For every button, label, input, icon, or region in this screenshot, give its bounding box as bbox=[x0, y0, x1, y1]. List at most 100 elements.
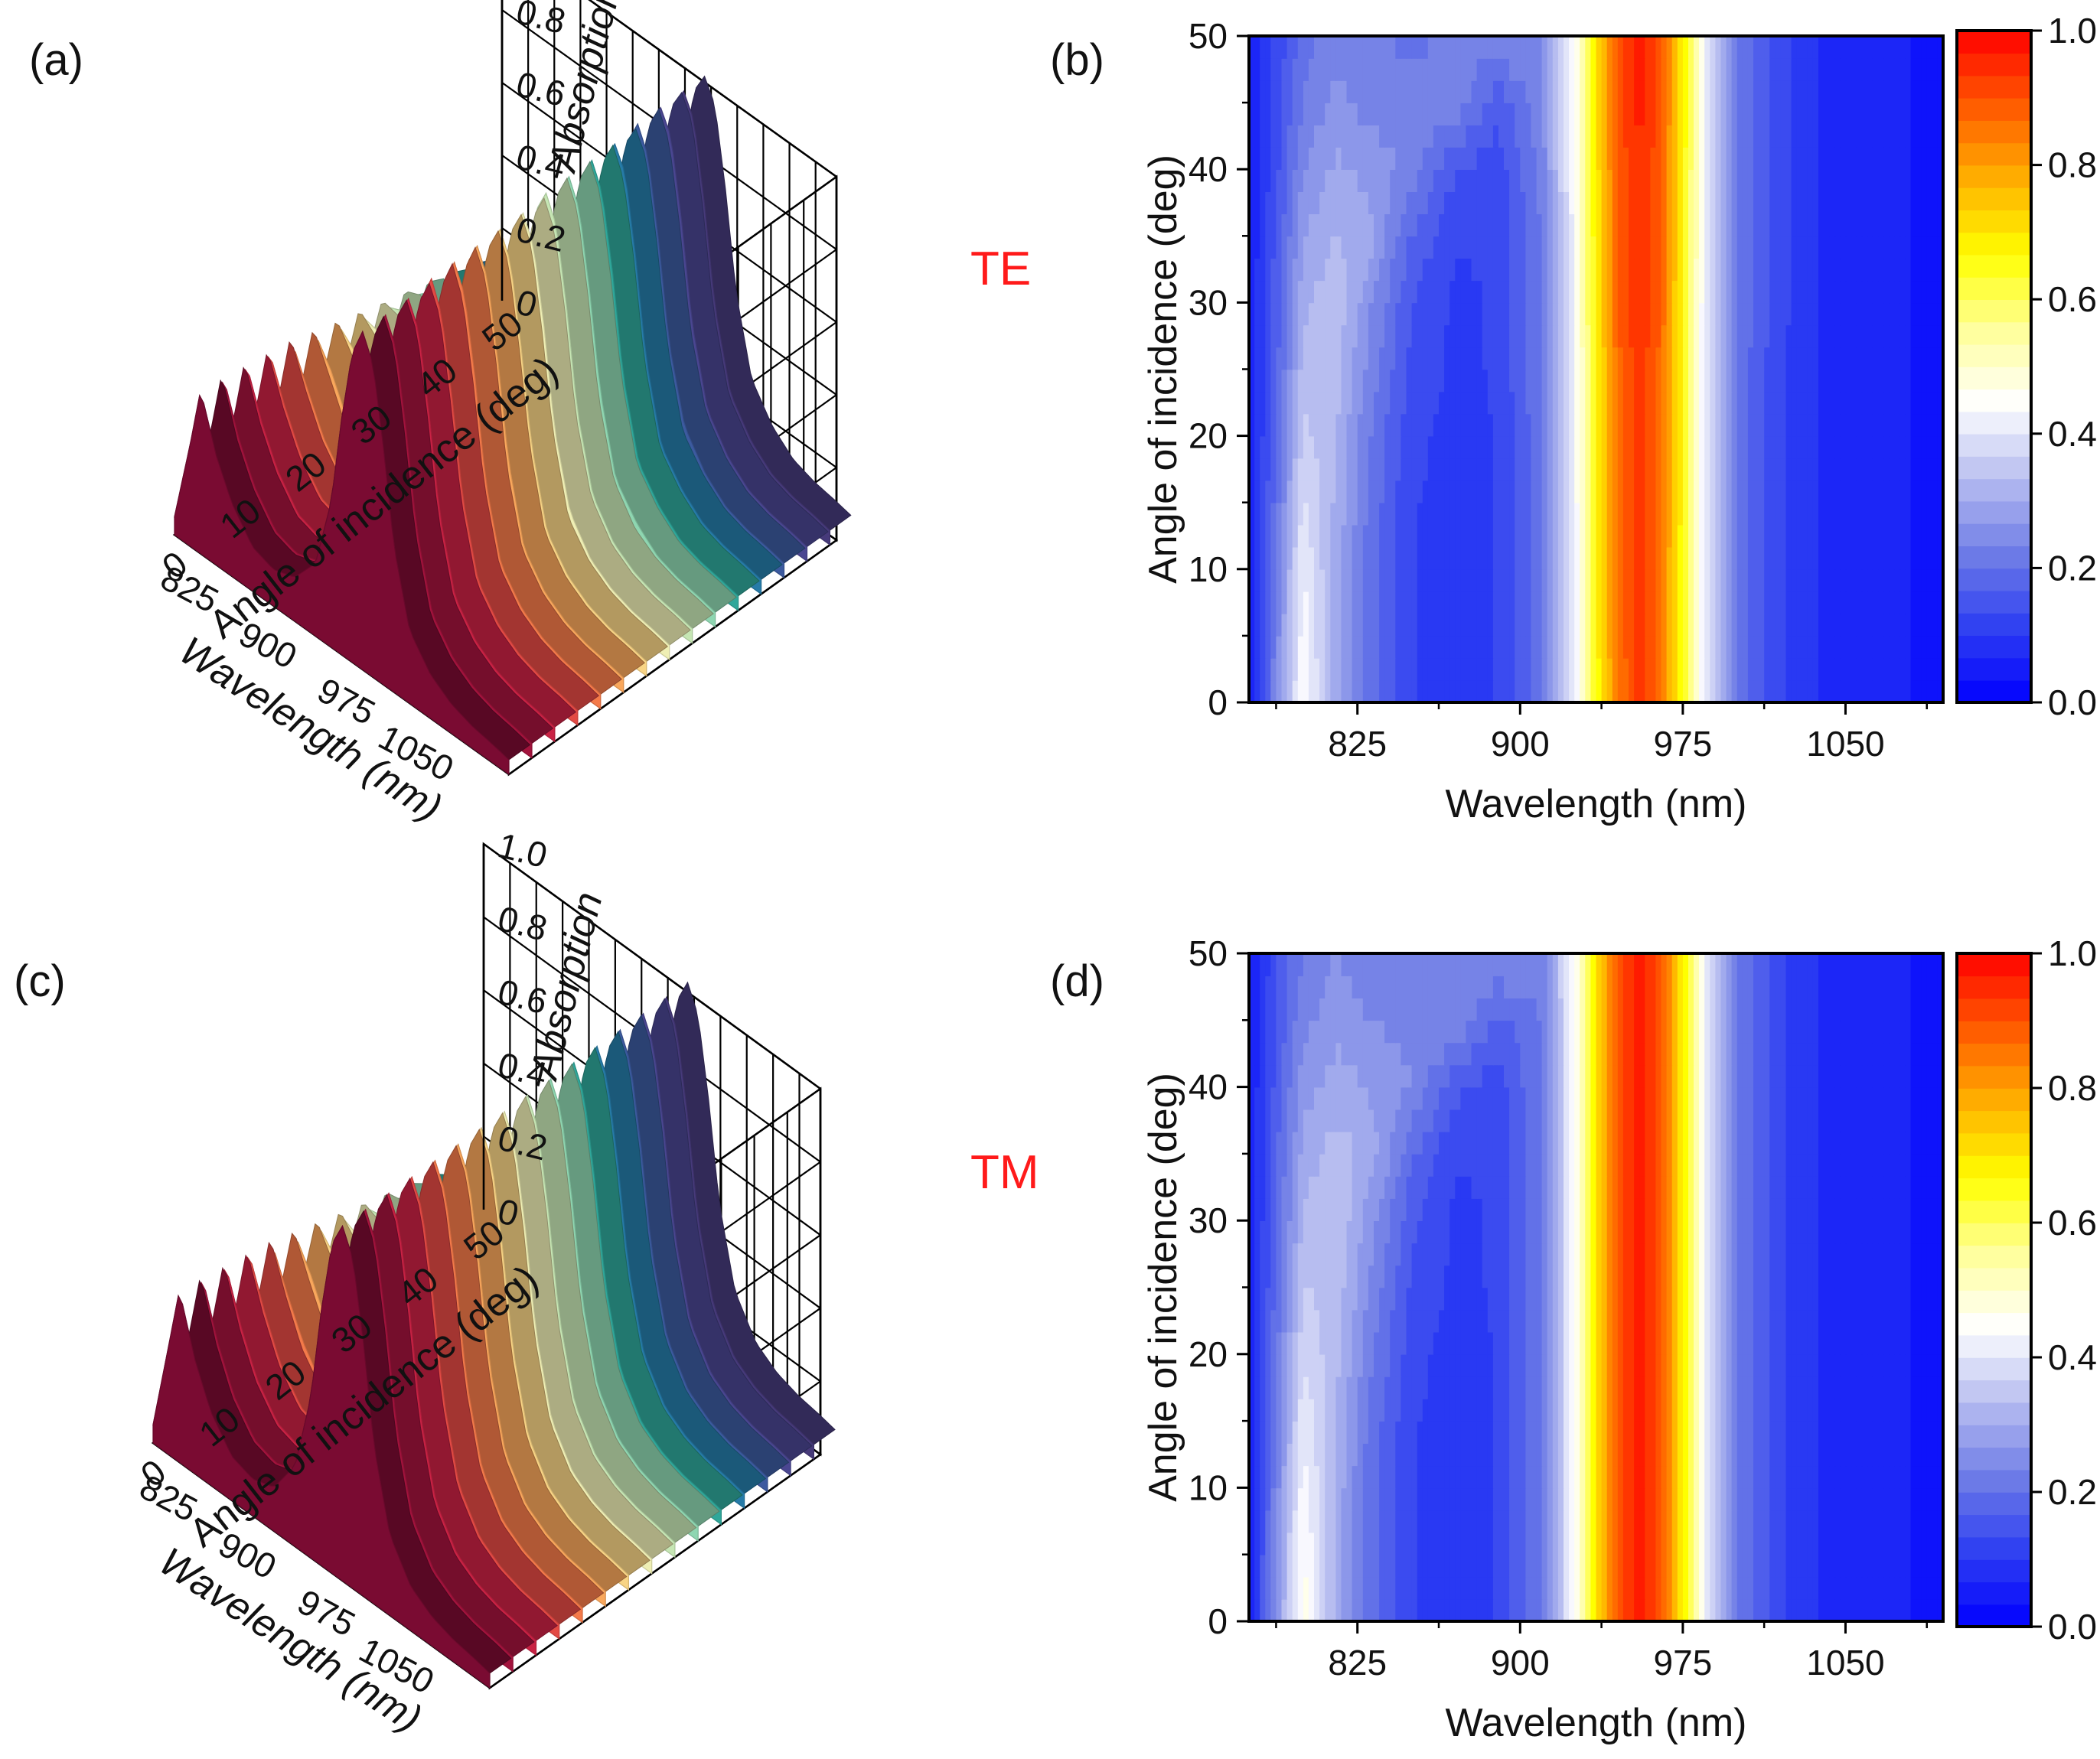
panel-b-cell bbox=[1726, 80, 1733, 103]
panel-b-cell bbox=[1889, 546, 1895, 570]
panel-b-cell bbox=[1694, 258, 1700, 282]
panel-b-cell bbox=[1346, 58, 1353, 81]
panel-b-cell bbox=[1292, 258, 1299, 282]
panel-d-cell bbox=[1585, 1532, 1592, 1555]
panel-b-cell bbox=[1796, 480, 1803, 503]
panel-b-cell bbox=[1812, 324, 1819, 348]
panel-b-cell bbox=[1867, 568, 1873, 592]
panel-b-cell bbox=[1780, 502, 1787, 526]
panel-b-cell bbox=[1785, 213, 1792, 237]
panel-b-cell bbox=[1921, 58, 1928, 81]
panel-b-cell bbox=[1270, 546, 1277, 570]
panel-b-cell bbox=[1466, 258, 1472, 282]
panel-d-cell bbox=[1845, 1532, 1852, 1555]
panel-b-cell bbox=[1677, 125, 1684, 148]
panel-b-cell bbox=[1590, 147, 1597, 170]
panel-b-cell bbox=[1688, 36, 1694, 59]
panel-b-cell bbox=[1406, 103, 1413, 125]
panel-b-cell bbox=[1487, 280, 1494, 304]
panel-b-cell bbox=[1585, 591, 1592, 614]
panel-b-cell bbox=[1498, 635, 1505, 659]
panel-b-cell bbox=[1552, 280, 1559, 304]
panel-b-cell bbox=[1281, 280, 1288, 304]
panel-b-cell bbox=[1622, 413, 1629, 437]
panel-d-cell bbox=[1791, 1487, 1798, 1511]
panel-b-cell bbox=[1509, 324, 1515, 348]
panel-b-cell bbox=[1444, 480, 1450, 503]
panel-b-colorbar-band bbox=[1957, 590, 2031, 614]
panel-d-cell bbox=[1932, 1576, 1939, 1600]
panel-b-cell bbox=[1785, 125, 1792, 148]
panel-b-cell bbox=[1439, 458, 1445, 481]
panel-b-cell bbox=[1688, 103, 1694, 125]
panel-b-cell bbox=[1541, 546, 1548, 570]
panel-b-cell bbox=[1374, 635, 1380, 659]
panel-b-cell bbox=[1536, 391, 1543, 415]
panel-b-cell bbox=[1889, 591, 1895, 614]
panel-b-cell bbox=[1899, 635, 1906, 659]
panel-d-cell bbox=[1395, 1510, 1402, 1533]
panel-b-cell bbox=[1270, 502, 1277, 526]
panel-b-cell bbox=[1487, 591, 1494, 614]
panel-b-cell bbox=[1427, 635, 1434, 659]
panel-b-cell bbox=[1601, 103, 1608, 125]
panel-b-cell bbox=[1564, 435, 1570, 459]
panel-d-cell bbox=[1449, 1576, 1456, 1600]
panel-d-cell bbox=[1715, 1532, 1722, 1555]
panel-b-cell bbox=[1330, 391, 1337, 415]
panel-b-cell bbox=[1444, 58, 1450, 81]
panel-b-cell bbox=[1622, 680, 1629, 703]
panel-b-cell bbox=[1899, 302, 1906, 326]
panel-d-cell bbox=[1650, 1554, 1657, 1578]
panel-b-cell bbox=[1335, 302, 1342, 326]
panel-b-cell bbox=[1617, 591, 1624, 614]
panel-b-cell bbox=[1720, 280, 1727, 304]
panel-d-cell bbox=[1726, 1465, 1733, 1489]
panel-b-cell bbox=[1926, 258, 1933, 282]
panel-b-cell bbox=[1276, 435, 1283, 459]
panel-b-cell bbox=[1281, 435, 1288, 459]
panel-d-cell bbox=[1455, 1576, 1462, 1600]
panel-b-cell bbox=[1487, 80, 1494, 103]
panel-d-cell bbox=[1249, 1598, 1255, 1622]
panel-b-cell bbox=[1281, 502, 1288, 526]
panel-b-cell bbox=[1840, 568, 1847, 592]
panel-b-cell bbox=[1694, 458, 1700, 481]
panel-b-cell bbox=[1671, 524, 1678, 548]
panel-b-cell bbox=[1682, 524, 1689, 548]
panel-b-y-tick: 30 bbox=[1189, 282, 1228, 322]
panel-d-cell bbox=[1390, 1443, 1397, 1467]
panel-b-cell bbox=[1325, 524, 1332, 548]
panel-b-cell bbox=[1932, 413, 1939, 437]
panel-d-cell bbox=[1617, 1465, 1624, 1489]
panel-b-cell bbox=[1352, 435, 1358, 459]
panel-b-cell bbox=[1856, 324, 1863, 348]
panel-b-cell bbox=[1319, 236, 1326, 259]
panel-b-cell bbox=[1699, 324, 1705, 348]
panel-b-cell bbox=[1747, 391, 1754, 415]
panel-b-cell bbox=[1617, 480, 1624, 503]
panel-b-cell bbox=[1872, 302, 1879, 326]
panel-b-cell bbox=[1536, 169, 1543, 192]
panel-b-cell bbox=[1492, 391, 1499, 415]
panel-b-cell bbox=[1747, 103, 1754, 125]
panel-b-cell bbox=[1889, 502, 1895, 526]
panel-b-cell bbox=[1401, 324, 1407, 348]
panel-b-cell bbox=[1861, 302, 1868, 326]
panel-d-cell bbox=[1276, 1576, 1283, 1600]
panel-d-cell bbox=[1476, 1554, 1483, 1578]
panel-b-cell bbox=[1829, 458, 1836, 481]
panel-b-cell bbox=[1476, 280, 1483, 304]
panel-b-cell bbox=[1622, 324, 1629, 348]
panel-d-cell bbox=[1422, 1576, 1429, 1600]
panel-b-cell bbox=[1466, 391, 1472, 415]
panel-b-cell bbox=[1845, 369, 1852, 393]
panel-b-cell bbox=[1352, 103, 1358, 125]
panel-d-cell bbox=[1417, 1443, 1423, 1467]
panel-b-cell bbox=[1557, 103, 1564, 125]
panel-b-cell bbox=[1812, 524, 1819, 548]
panel-b-cell bbox=[1661, 80, 1668, 103]
panel-d-cell bbox=[1834, 1598, 1841, 1622]
panel-b-cell bbox=[1580, 58, 1586, 81]
panel-b-cell bbox=[1802, 125, 1808, 148]
